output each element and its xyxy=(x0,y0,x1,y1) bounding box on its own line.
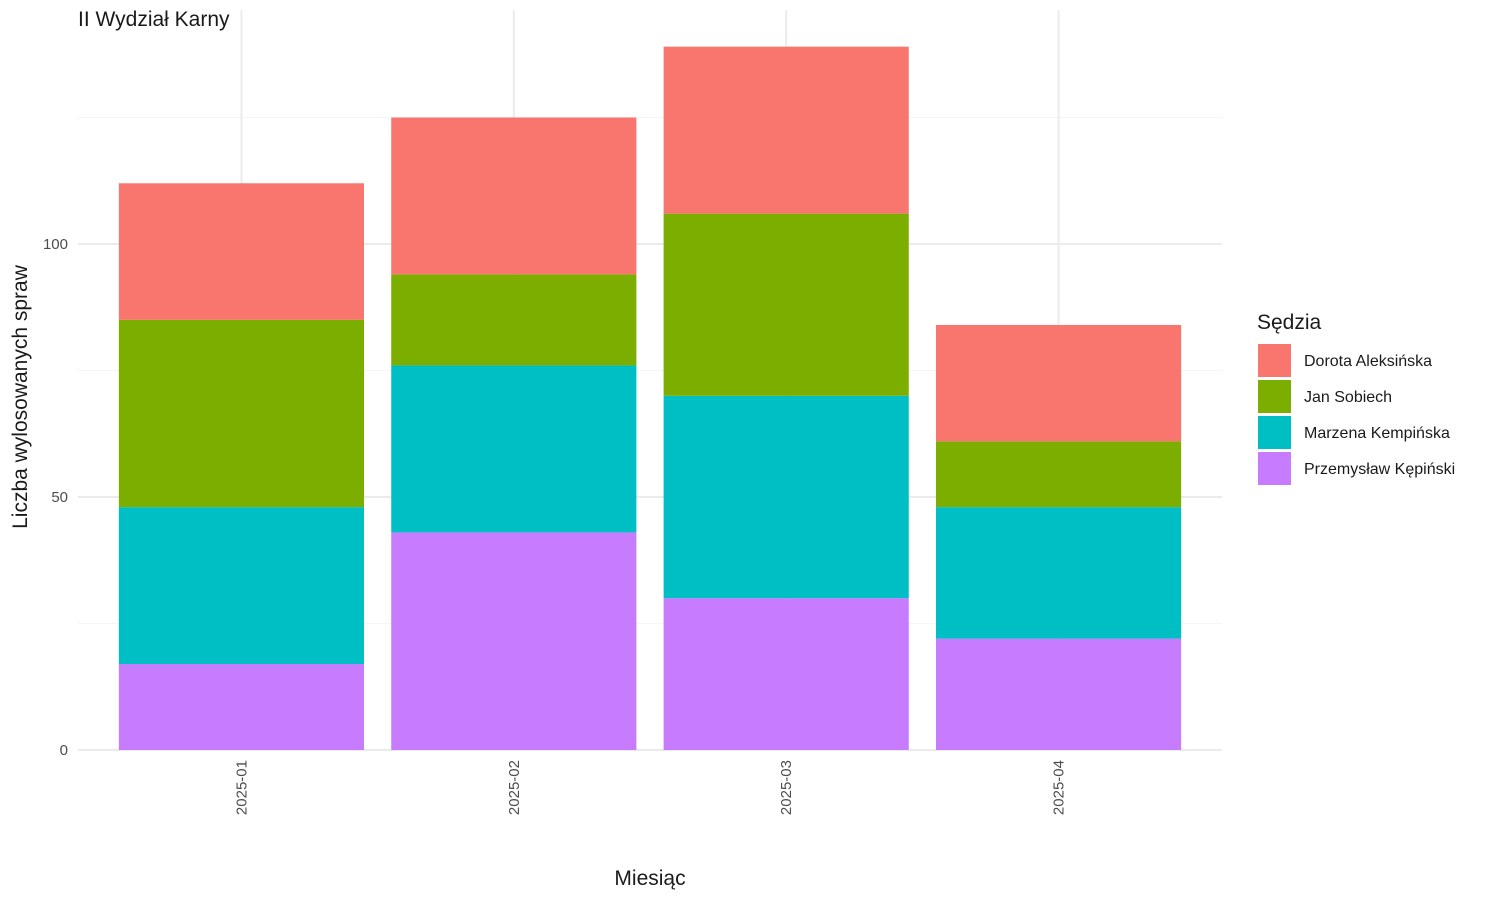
bar-segment xyxy=(663,46,909,214)
bar-segment xyxy=(118,319,364,508)
x-axis-ticks: 2025-01 2025-02 2025-03 2025-04 xyxy=(233,760,1067,815)
bar-segment xyxy=(118,663,364,750)
legend-items: Dorota Aleksińska Jan Sobiech Marzena Kemp… xyxy=(1258,344,1455,485)
bar-segment xyxy=(936,441,1182,508)
legend-label: Dorota Aleksińska xyxy=(1304,353,1432,370)
bar-segment xyxy=(663,598,909,750)
bars xyxy=(118,46,1182,750)
y-tick-label: 100 xyxy=(43,236,68,253)
bar-segment xyxy=(118,507,364,664)
x-tick-label: 2025-02 xyxy=(506,760,523,815)
bar-segment xyxy=(391,274,637,366)
y-axis-title: Liczba wylosowanych spraw xyxy=(9,264,32,529)
legend-title: Sędzia xyxy=(1257,311,1322,334)
bar-segment xyxy=(936,638,1182,750)
y-axis-ticks: 0 50 100 xyxy=(43,236,68,759)
bar-segment xyxy=(936,507,1182,639)
x-tick-label: 2025-03 xyxy=(778,760,795,815)
bar-segment xyxy=(391,117,637,275)
x-axis-title: Miesiąc xyxy=(614,867,685,890)
bar-segment xyxy=(391,532,637,750)
legend-swatch xyxy=(1258,452,1291,485)
bar-segment xyxy=(663,395,909,599)
bar-segment xyxy=(391,365,637,533)
y-tick-label: 0 xyxy=(60,742,68,759)
y-tick-label: 50 xyxy=(51,489,68,506)
legend-swatch xyxy=(1258,344,1291,377)
bar-segment xyxy=(663,213,909,396)
bar-segment xyxy=(936,324,1182,442)
x-tick-label: 2025-04 xyxy=(1051,760,1068,815)
legend-label: Jan Sobiech xyxy=(1304,389,1392,406)
bar-segment xyxy=(118,183,364,320)
legend: Sędzia Dorota Aleksińska Jan Sobiech Marze… xyxy=(1257,311,1455,485)
legend-swatch xyxy=(1258,416,1291,449)
x-tick-label: 2025-01 xyxy=(233,760,250,815)
legend-label: Przemysław Kępiński xyxy=(1304,461,1455,478)
legend-swatch xyxy=(1258,380,1291,413)
chart-title: II Wydział Karny xyxy=(78,8,230,31)
legend-label: Marzena Kempińska xyxy=(1304,425,1450,442)
